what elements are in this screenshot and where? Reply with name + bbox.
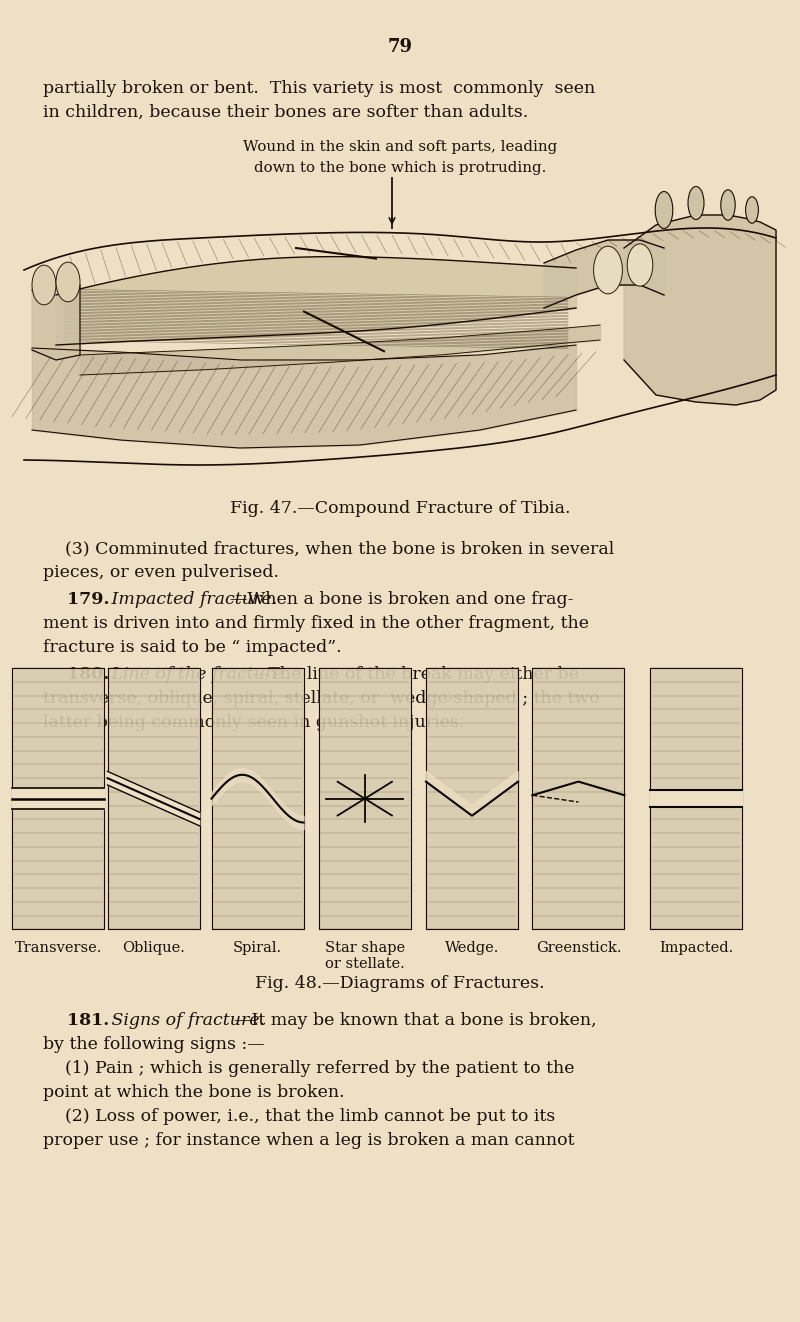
Text: Impacted fracture.: Impacted fracture. bbox=[106, 591, 277, 608]
Text: Wedge.: Wedge. bbox=[445, 941, 499, 954]
Text: (1) Pain ; which is generally referred by the patient to the: (1) Pain ; which is generally referred b… bbox=[43, 1060, 574, 1077]
Circle shape bbox=[594, 246, 622, 293]
Text: in children, because their bones are softer than adults.: in children, because their bones are sof… bbox=[43, 104, 529, 122]
Text: 179.: 179. bbox=[43, 591, 110, 608]
Polygon shape bbox=[211, 668, 304, 929]
Text: 180.: 180. bbox=[43, 665, 110, 682]
Polygon shape bbox=[426, 668, 518, 929]
Text: down to the bone which is protruding.: down to the bone which is protruding. bbox=[254, 161, 546, 175]
Polygon shape bbox=[650, 668, 742, 929]
Polygon shape bbox=[32, 280, 80, 360]
Text: by the following signs :—: by the following signs :— bbox=[43, 1036, 265, 1054]
Text: Line of the fracture.: Line of the fracture. bbox=[106, 665, 289, 682]
Text: Transverse.: Transverse. bbox=[14, 941, 102, 954]
Text: Oblique.: Oblique. bbox=[122, 941, 185, 954]
Text: fracture is said to be “ impacted”.: fracture is said to be “ impacted”. bbox=[43, 639, 342, 656]
Polygon shape bbox=[12, 788, 105, 809]
Text: pieces, or even pulverised.: pieces, or even pulverised. bbox=[43, 564, 279, 582]
Circle shape bbox=[32, 266, 56, 305]
Text: Greenstick.: Greenstick. bbox=[536, 941, 621, 954]
Text: ment is driven into and firmly fixed in the other fragment, the: ment is driven into and firmly fixed in … bbox=[43, 615, 589, 632]
Polygon shape bbox=[318, 668, 411, 929]
Polygon shape bbox=[426, 771, 518, 816]
Polygon shape bbox=[624, 215, 776, 405]
Text: Wound in the skin and soft parts, leading: Wound in the skin and soft parts, leadin… bbox=[243, 140, 557, 153]
Ellipse shape bbox=[688, 186, 704, 219]
Circle shape bbox=[56, 262, 80, 301]
Text: —The line of the break may either be: —The line of the break may either be bbox=[251, 665, 579, 682]
Ellipse shape bbox=[655, 192, 673, 229]
Polygon shape bbox=[107, 668, 200, 929]
Text: (3) Comminuted fractures, when the bone is broken in several: (3) Comminuted fractures, when the bone … bbox=[43, 539, 614, 557]
Text: latter being commonly seen in gunshot injuries.: latter being commonly seen in gunshot in… bbox=[43, 714, 465, 731]
Text: Fig. 47.—Compound Fracture of Tibia.: Fig. 47.—Compound Fracture of Tibia. bbox=[230, 500, 570, 517]
Text: partially broken or bent.  This variety is most  commonly  seen: partially broken or bent. This variety i… bbox=[43, 81, 595, 97]
Text: 181.: 181. bbox=[43, 1013, 110, 1029]
Text: 79: 79 bbox=[387, 38, 413, 56]
FancyBboxPatch shape bbox=[8, 172, 792, 485]
Text: (2) Loss of power, i.e., that the limb cannot be put to its: (2) Loss of power, i.e., that the limb c… bbox=[43, 1108, 555, 1125]
Text: Star shape
or stellate.: Star shape or stellate. bbox=[325, 941, 405, 970]
Text: Fig. 48.—Diagrams of Fractures.: Fig. 48.—Diagrams of Fractures. bbox=[255, 976, 545, 992]
Ellipse shape bbox=[721, 190, 735, 221]
Text: —When a bone is broken and one frag-: —When a bone is broken and one frag- bbox=[230, 591, 573, 608]
Ellipse shape bbox=[746, 197, 758, 223]
Text: —It may be known that a bone is broken,: —It may be known that a bone is broken, bbox=[234, 1013, 596, 1029]
Text: Spiral.: Spiral. bbox=[233, 941, 282, 954]
Polygon shape bbox=[12, 668, 105, 929]
Text: transverse, oblique, spiral, stellate, or  wedge-shaped ; the two: transverse, oblique, spiral, stellate, o… bbox=[43, 690, 600, 707]
Text: point at which the bone is broken.: point at which the bone is broken. bbox=[43, 1084, 345, 1101]
Polygon shape bbox=[532, 668, 625, 929]
Text: proper use ; for instance when a leg is broken a man cannot: proper use ; for instance when a leg is … bbox=[43, 1133, 574, 1149]
Circle shape bbox=[627, 243, 653, 286]
Polygon shape bbox=[650, 791, 742, 808]
Text: Signs of fracture.: Signs of fracture. bbox=[106, 1013, 265, 1029]
Polygon shape bbox=[107, 771, 200, 826]
Text: Impacted.: Impacted. bbox=[659, 941, 733, 954]
